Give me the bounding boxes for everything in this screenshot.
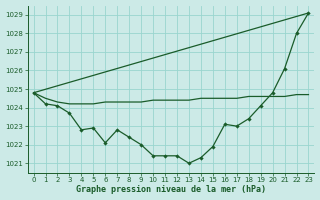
X-axis label: Graphe pression niveau de la mer (hPa): Graphe pression niveau de la mer (hPa)	[76, 185, 266, 194]
